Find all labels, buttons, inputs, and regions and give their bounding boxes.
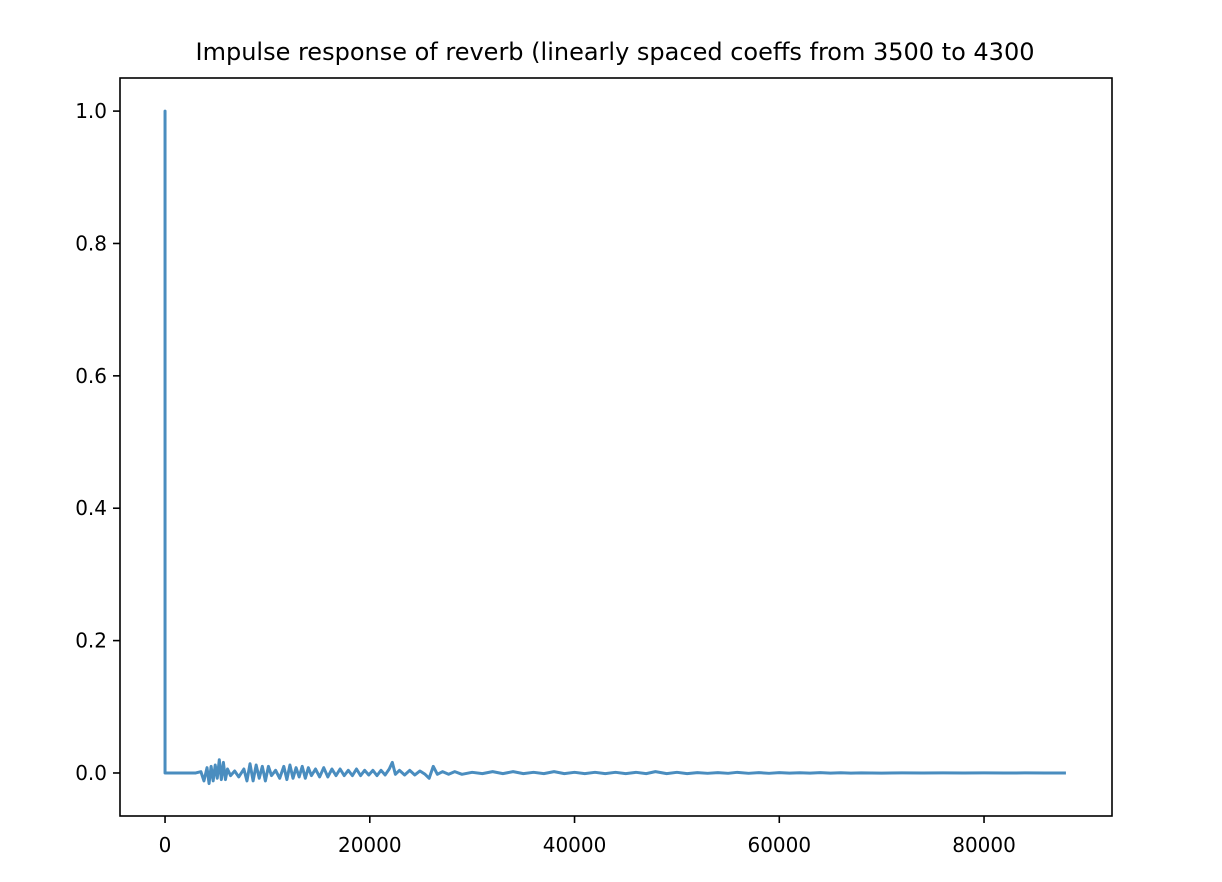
series-line-0 xyxy=(163,109,1066,786)
y-tick-label-5: 1.0 xyxy=(75,99,107,123)
x-tick-label-1: 20000 xyxy=(338,833,402,857)
x-tick-label-2: 40000 xyxy=(543,833,607,857)
y-tick-label-0: 0.0 xyxy=(75,761,107,785)
y-tick-label-4: 0.8 xyxy=(75,231,107,255)
axis-ticks: 0 20000 40000 60000 80000 0.0 0.2 0.4 0.6 0.8 1.0 xyxy=(75,99,1016,857)
x-tick-label-0: 0 xyxy=(159,833,172,857)
y-tick-label-3: 0.6 xyxy=(75,364,107,388)
x-tick-label-4: 80000 xyxy=(952,833,1016,857)
y-tick-label-2: 0.4 xyxy=(75,496,107,520)
chart-title: Impulse response of reverb (linearly spa… xyxy=(196,38,1035,66)
plot-area xyxy=(163,109,1066,786)
y-tick-label-1: 0.2 xyxy=(75,629,107,653)
axes-frame xyxy=(119,77,1113,817)
x-tick-label-3: 60000 xyxy=(747,833,811,857)
